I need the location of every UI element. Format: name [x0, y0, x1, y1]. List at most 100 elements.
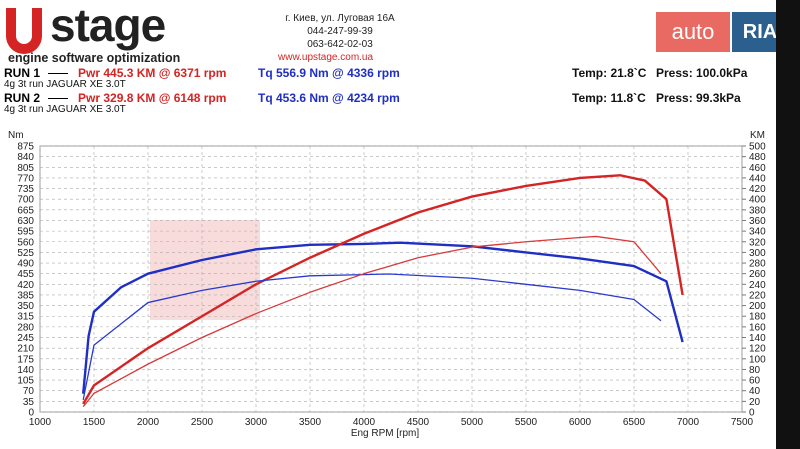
y-tick-label: 455 — [17, 269, 34, 280]
y2-tick-label: 140 — [749, 333, 766, 344]
x-tick-label: 3000 — [245, 417, 268, 428]
y-tick-label: 805 — [17, 163, 34, 174]
run-desc: 4g 3t run JAGUAR XE 3.0T — [4, 104, 126, 115]
x-tick-label: 3500 — [299, 417, 322, 428]
y2-tick-label: 0 — [749, 408, 755, 419]
x-axis-label: Eng RPM [rpm] — [351, 428, 420, 439]
run-temp: Temp: 21.8`C — [572, 66, 647, 80]
y2-tick-label: 120 — [749, 344, 766, 355]
y2-tick-label: 40 — [749, 386, 761, 397]
run-tq: Tq 453.6 Nm @ 4234 rpm — [258, 91, 400, 105]
y-tick-label: 770 — [17, 173, 34, 184]
y2-axis-label: KM — [750, 130, 765, 141]
y2-tick-label: 400 — [749, 195, 766, 206]
y-tick-label: 630 — [17, 216, 34, 227]
y-tick-label: 245 — [17, 333, 34, 344]
bg-logo — [150, 220, 260, 320]
y2-tick-label: 300 — [749, 248, 766, 259]
y-tick-label: 420 — [17, 280, 34, 291]
y-tick-label: 560 — [17, 237, 34, 248]
x-tick-label: 6000 — [569, 417, 592, 428]
y2-tick-label: 280 — [749, 259, 766, 270]
y2-tick-label: 160 — [749, 322, 766, 333]
y-tick-label: 525 — [17, 248, 34, 259]
y2-tick-label: 360 — [749, 216, 766, 227]
y2-tick-label: 180 — [749, 312, 766, 323]
run-press: Press: 100.0kPa — [656, 66, 748, 80]
plot-frame — [39, 145, 743, 413]
y2-tick-label: 20 — [749, 397, 761, 408]
run-line — [48, 73, 68, 74]
y-tick-label: 175 — [17, 354, 34, 365]
y-tick-label: 385 — [17, 290, 34, 301]
run-tq: Tq 556.9 Nm @ 4336 rpm — [258, 66, 400, 80]
line-series — [82, 273, 662, 400]
line-series — [82, 174, 684, 405]
chart: 0357010514017521024528031535038542045549… — [8, 130, 766, 439]
run-pwr: Pwr 445.3 KM @ 6371 rpm — [78, 66, 227, 80]
y2-tick-label: 100 — [749, 354, 766, 365]
watermark-auto: auto — [656, 12, 730, 52]
logo-text: stage — [50, 0, 166, 51]
x-tick-label: 1500 — [83, 417, 106, 428]
y2-tick-label: 60 — [749, 376, 761, 387]
run-press: Press: 99.3kPa — [656, 91, 741, 105]
x-tick-label: 2000 — [137, 417, 160, 428]
y2-tick-label: 460 — [749, 163, 766, 174]
address-line: 044-247-99-39 — [307, 26, 373, 37]
y-tick-label: 70 — [23, 386, 35, 397]
website: www.upstage.com.ua — [278, 52, 374, 63]
x-tick-label: 5500 — [515, 417, 538, 428]
y-tick-label: 665 — [17, 205, 34, 216]
address-line: г. Киев, ул. Луговая 16А — [285, 13, 395, 24]
y2-tick-label: 420 — [749, 184, 766, 195]
y-tick-label: 315 — [17, 312, 34, 323]
y-tick-label: 35 — [23, 397, 35, 408]
run-pwr: Pwr 329.8 KM @ 6148 rpm — [78, 91, 227, 105]
y-tick-label: 0 — [28, 408, 34, 419]
y-tick-label: 840 — [17, 152, 34, 163]
x-tick-label: 4000 — [353, 417, 376, 428]
run-line — [48, 98, 68, 99]
y-tick-label: 735 — [17, 184, 34, 195]
y2-tick-label: 500 — [749, 142, 766, 153]
line-series — [82, 241, 684, 394]
y2-tick-label: 480 — [749, 152, 766, 163]
x-tick-label: 4500 — [407, 417, 430, 428]
y-tick-label: 105 — [17, 376, 34, 387]
y-tick-label: 350 — [17, 301, 34, 312]
y2-tick-label: 340 — [749, 227, 766, 238]
y-tick-label: 490 — [17, 259, 34, 270]
y2-tick-label: 80 — [749, 365, 761, 376]
y2-tick-label: 220 — [749, 290, 766, 301]
x-tick-label: 7500 — [731, 417, 754, 428]
x-tick-label: 5000 — [461, 417, 484, 428]
slogan: engine software optimization — [8, 51, 181, 65]
y-tick-label: 700 — [17, 195, 34, 206]
run-run: RUN 1 — [4, 66, 41, 80]
run-temp: Temp: 11.8`C — [572, 91, 646, 105]
y2-tick-label: 240 — [749, 280, 766, 291]
edge-strip — [776, 0, 800, 449]
y2-tick-label: 200 — [749, 301, 766, 312]
y-tick-label: 875 — [17, 142, 34, 153]
address-line: 063-642-02-03 — [307, 39, 373, 50]
x-tick-label: 6500 — [623, 417, 646, 428]
address: г. Киев, ул. Луговая 16А 044-247-99-39 0… — [285, 12, 395, 51]
x-tick-label: 2500 — [191, 417, 214, 428]
logo-mark — [6, 8, 42, 54]
y2-tick-label: 260 — [749, 269, 766, 280]
run-run: RUN 2 — [4, 91, 41, 105]
y2-tick-label: 380 — [749, 205, 766, 216]
run-desc: 4g 3t run JAGUAR XE 3.0T — [4, 79, 126, 90]
y-tick-label: 595 — [17, 227, 34, 238]
y2-tick-label: 320 — [749, 237, 766, 248]
y-tick-label: 210 — [17, 344, 34, 355]
y-axis-label: Nm — [8, 130, 24, 141]
y-tick-label: 280 — [17, 322, 34, 333]
line-series — [82, 235, 662, 408]
y-tick-label: 140 — [17, 365, 34, 376]
y2-tick-label: 440 — [749, 173, 766, 184]
x-tick-label: 1000 — [29, 417, 52, 428]
